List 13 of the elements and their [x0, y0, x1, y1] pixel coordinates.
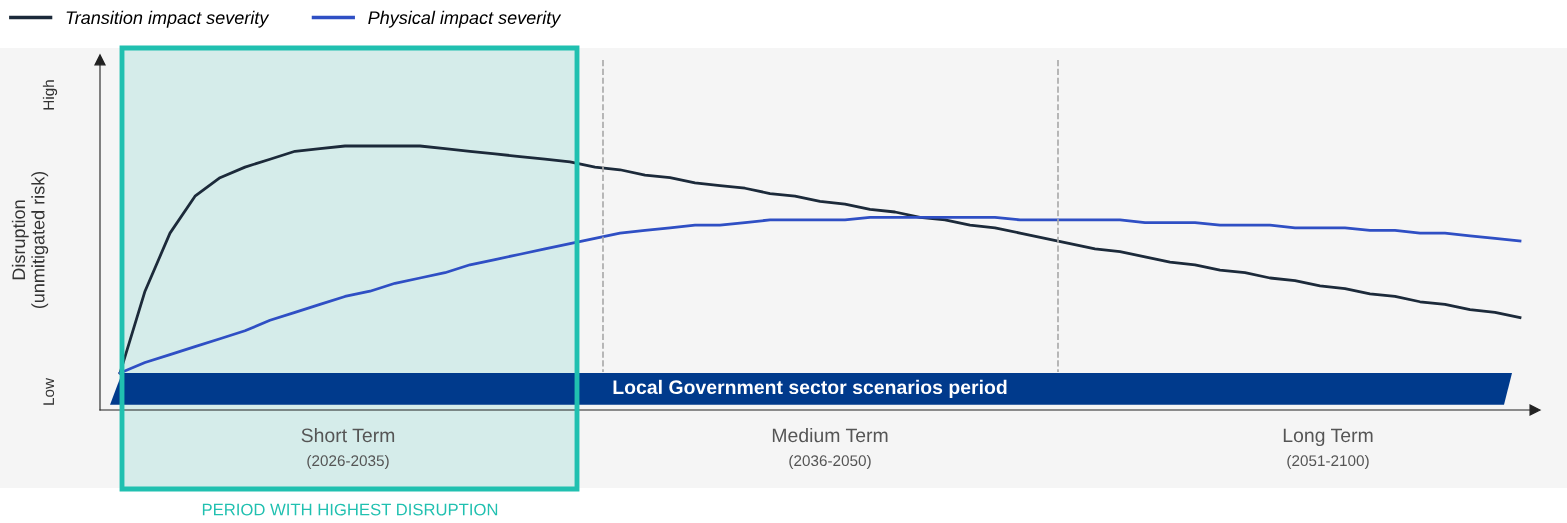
text: PERIOD WITH HIGHEST DISRUPTION	[202, 503, 498, 516]
text: Short Term	[301, 427, 395, 443]
text: Long Term	[1283, 428, 1373, 447]
legend-label: Physical impact severity	[368, 10, 562, 28]
text: (2051-2100)	[1287, 454, 1369, 470]
text: (2026-2035)	[307, 454, 389, 470]
band-label: Local Government sector scenarios period	[613, 379, 1007, 398]
y-axis-title: Disruption (unmitigated risk)	[11, 171, 49, 309]
text: Low	[43, 377, 55, 405]
legend-label: Transition impact severity	[66, 10, 270, 28]
text: High	[42, 80, 58, 110]
text: Medium Term	[772, 427, 888, 443]
text: (2036-2050)	[789, 454, 871, 470]
